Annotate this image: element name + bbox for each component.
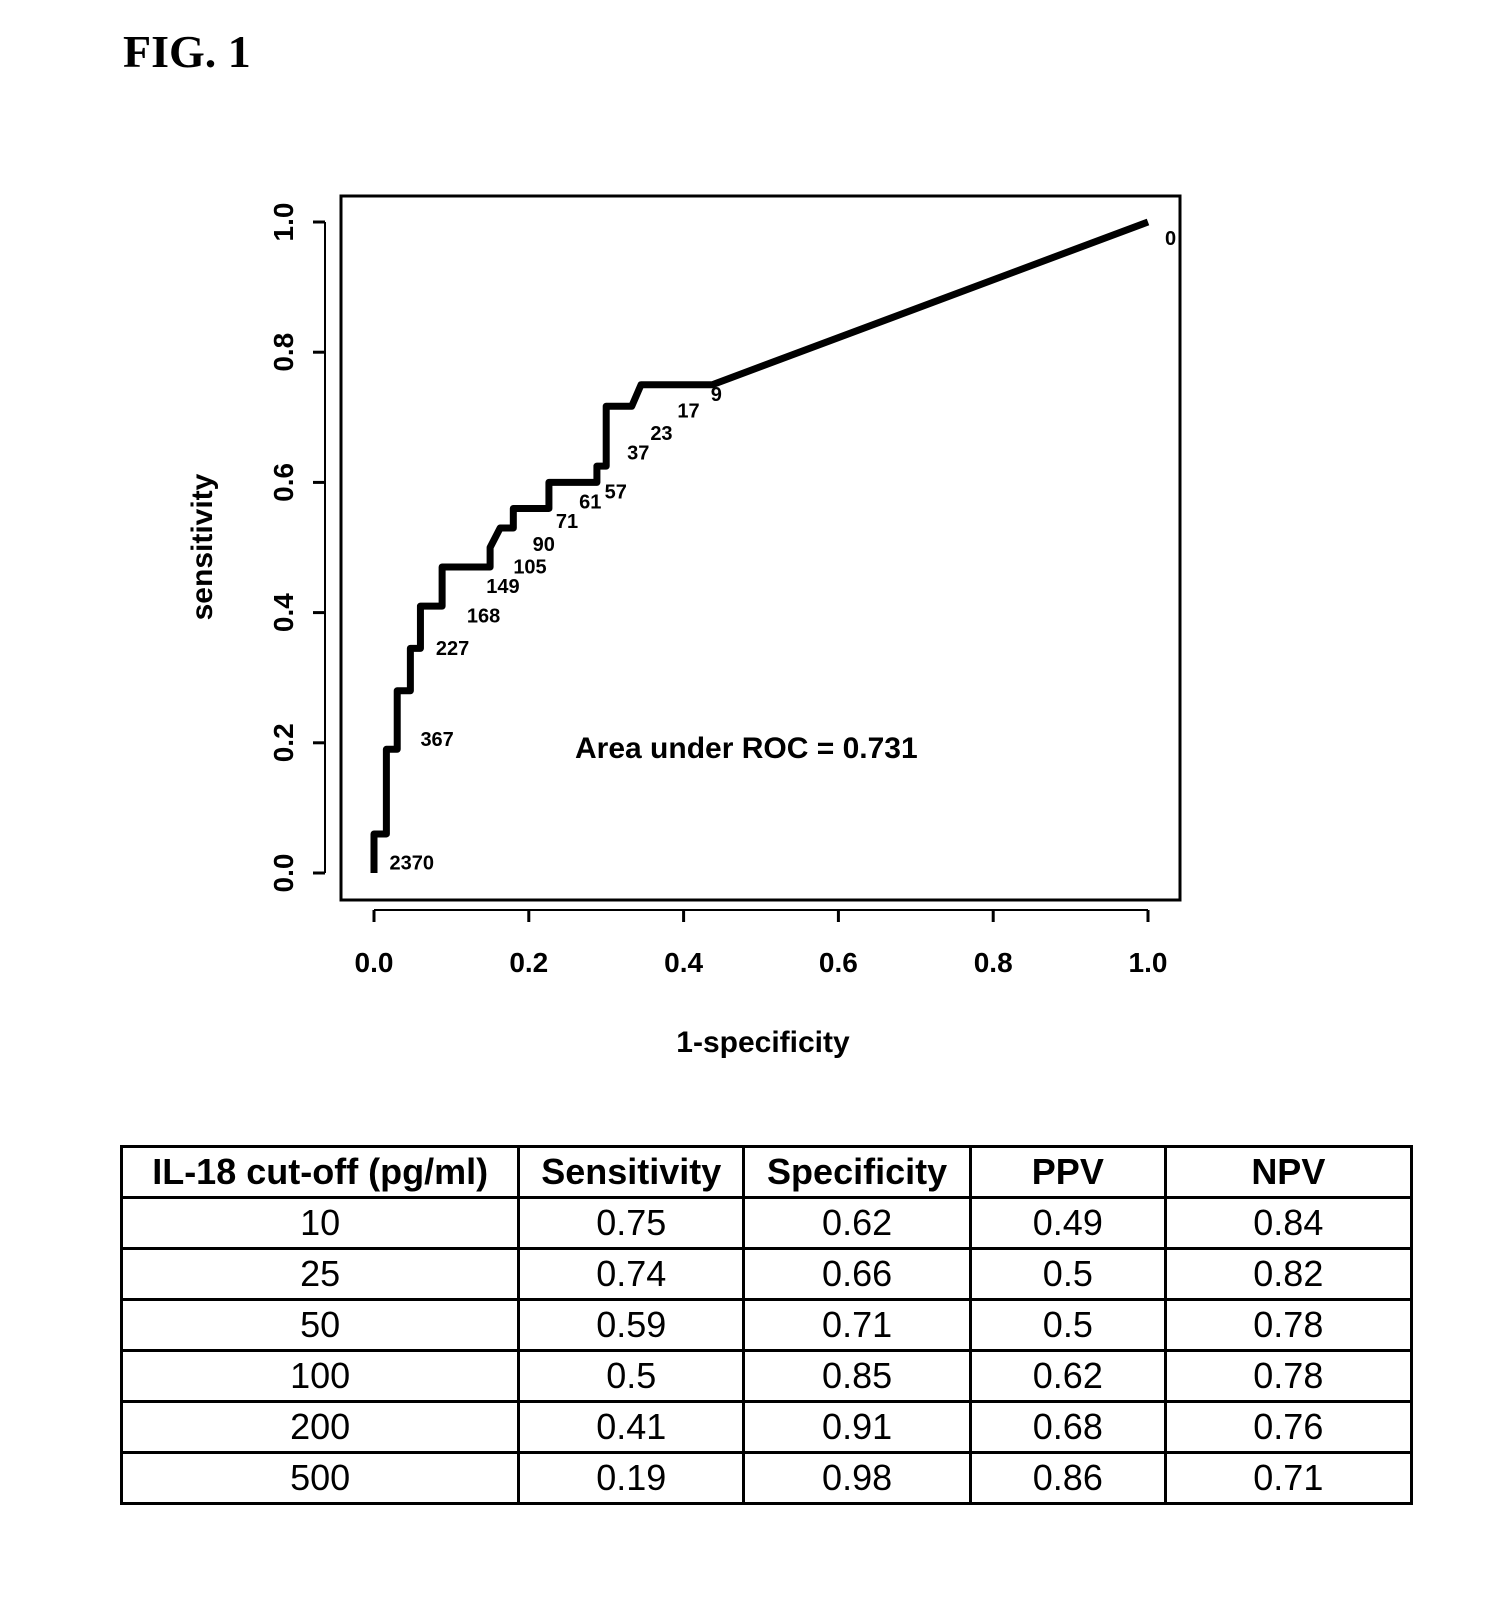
threshold-label: 57	[605, 482, 627, 504]
threshold-label: 23	[650, 423, 672, 445]
y-tick-label: 0.6	[268, 463, 299, 502]
column-header: Sensitivity	[519, 1147, 744, 1198]
table-cell: 500	[122, 1453, 519, 1504]
table-cell: 0.19	[519, 1453, 744, 1504]
x-tick-label: 0.4	[664, 947, 703, 978]
table-cell: 0.5	[970, 1300, 1165, 1351]
threshold-label: 61	[579, 491, 601, 513]
auc-annotation: Area under ROC = 0.731	[575, 732, 918, 765]
table-row: 2000.410.910.680.76	[122, 1402, 1412, 1453]
threshold-label: 367	[420, 729, 453, 751]
table-cell: 0.71	[1165, 1453, 1411, 1504]
y-tick-label: 0.2	[268, 723, 299, 762]
table-cell: 0.49	[970, 1198, 1165, 1249]
x-tick-label: 1.0	[1129, 947, 1168, 978]
table-row: 1000.50.850.620.78	[122, 1351, 1412, 1402]
table-cell: 0.41	[519, 1402, 744, 1453]
threshold-label: 0	[1165, 228, 1176, 250]
threshold-label: 9	[711, 384, 722, 406]
x-tick-label: 0.6	[819, 947, 858, 978]
column-header: Specificity	[744, 1147, 971, 1198]
column-header: PPV	[970, 1147, 1165, 1198]
threshold-label: 149	[486, 576, 519, 598]
x-tick-label: 0.0	[355, 947, 394, 978]
table-cell: 0.76	[1165, 1402, 1411, 1453]
threshold-label: 168	[467, 605, 500, 627]
cutoff-table: IL-18 cut-off (pg/ml)SensitivitySpecific…	[120, 1145, 1413, 1505]
threshold-label: 71	[556, 511, 578, 533]
table-header-row: IL-18 cut-off (pg/ml)SensitivitySpecific…	[122, 1147, 1412, 1198]
table-cell: 0.5	[519, 1351, 744, 1402]
x-axis-label: 1-specificity	[676, 1026, 850, 1059]
threshold-label: 2370	[389, 853, 434, 875]
y-tick-label: 0.8	[268, 333, 299, 372]
x-tick-label: 0.2	[509, 947, 548, 978]
table-cell: 0.71	[744, 1300, 971, 1351]
table-cell: 100	[122, 1351, 519, 1402]
table-cell: 0.85	[744, 1351, 971, 1402]
table-cell: 0.78	[1165, 1351, 1411, 1402]
table-row: 100.750.620.490.84	[122, 1198, 1412, 1249]
column-header: IL-18 cut-off (pg/ml)	[122, 1147, 519, 1198]
x-tick-label: 0.8	[974, 947, 1013, 978]
y-tick-label: 1.0	[268, 203, 299, 242]
table-cell: 0.62	[970, 1351, 1165, 1402]
table-cell: 0.62	[744, 1198, 971, 1249]
table-cell: 0.66	[744, 1249, 971, 1300]
threshold-label: 227	[436, 638, 469, 660]
table-cell: 0.86	[970, 1453, 1165, 1504]
table-cell: 0.5	[970, 1249, 1165, 1300]
roc-curve	[374, 222, 1148, 873]
table-cell: 0.91	[744, 1402, 971, 1453]
threshold-label: 90	[533, 534, 555, 556]
table-cell: 200	[122, 1402, 519, 1453]
table-cell: 50	[122, 1300, 519, 1351]
table-cell: 10	[122, 1198, 519, 1249]
table-cell: 0.98	[744, 1453, 971, 1504]
threshold-label: 17	[677, 400, 699, 422]
table-row: 250.740.660.50.82	[122, 1249, 1412, 1300]
threshold-label: 37	[627, 443, 649, 465]
roc-chart: 0.0 0.2 0.4 0.6 0.8 1.0 0.0 0.2 0.4 0.6 0.8 1.0 1-sp…	[0, 0, 1506, 1100]
table-cell: 0.75	[519, 1198, 744, 1249]
plot-frame	[341, 196, 1180, 900]
y-axis-label: sensitivity	[186, 473, 219, 620]
y-tick-label: 0.0	[268, 854, 299, 893]
y-tick-label: 0.4	[268, 593, 299, 632]
column-header: NPV	[1165, 1147, 1411, 1198]
table-cell: 0.82	[1165, 1249, 1411, 1300]
table-cell: 0.84	[1165, 1198, 1411, 1249]
table-cell: 0.74	[519, 1249, 744, 1300]
table-cell: 0.59	[519, 1300, 744, 1351]
table-row: 500.590.710.50.78	[122, 1300, 1412, 1351]
table-cell: 0.78	[1165, 1300, 1411, 1351]
table-cell: 0.68	[970, 1402, 1165, 1453]
table-row: 5000.190.980.860.71	[122, 1453, 1412, 1504]
table-cell: 25	[122, 1249, 519, 1300]
threshold-label: 105	[513, 557, 546, 579]
